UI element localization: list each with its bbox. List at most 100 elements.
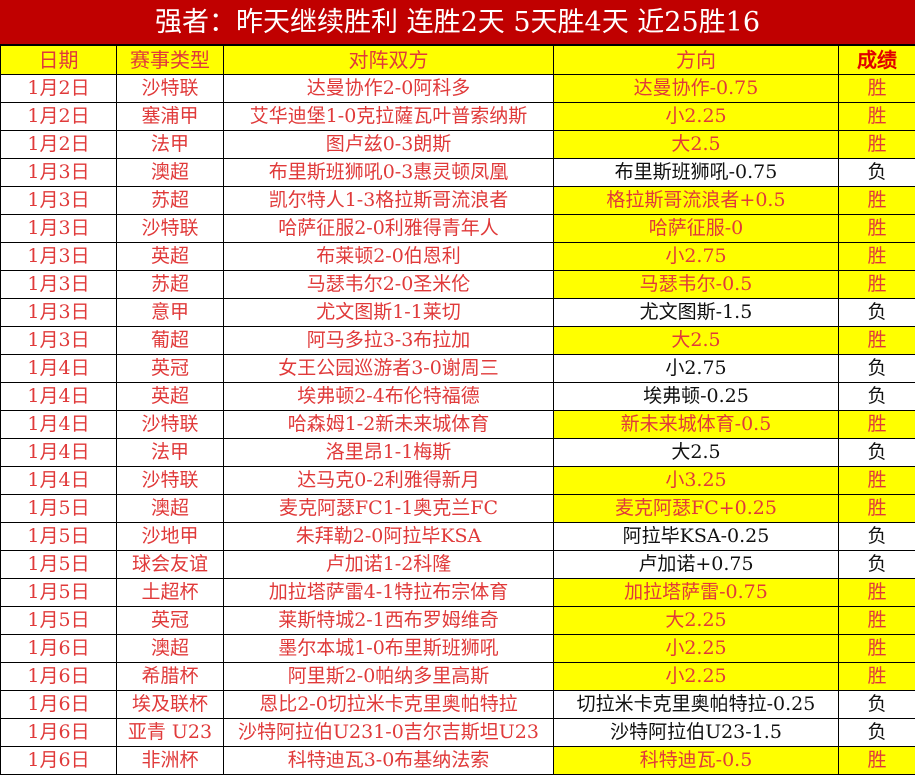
pick-cell: 达曼协作-0.75 xyxy=(553,74,839,103)
date-cell: 1月3日 xyxy=(0,186,117,215)
match-cell: 沙特阿拉伯U231-0吉尔吉斯坦U23 xyxy=(223,718,554,747)
table-row: 1月5日 澳超 麦克阿瑟FC1-1奥克兰FC 麦克阿瑟FC+0.25 胜 xyxy=(0,494,915,523)
match-cell: 哈萨征服2-0利雅得青年人 xyxy=(223,214,554,243)
match-cell: 墨尔本城1-0布里斯班狮吼 xyxy=(223,634,554,663)
league-cell: 葡超 xyxy=(116,326,224,355)
pick-cell: 科特迪瓦-0.5 xyxy=(553,746,839,775)
result-cell: 负 xyxy=(838,438,915,467)
table-row: 1月3日 苏超 马瑟韦尔2-0圣米伦 马瑟韦尔-0.5 胜 xyxy=(0,270,915,299)
result-cell: 负 xyxy=(838,718,915,747)
pick-cell: 沙特阿拉伯U23-1.5 xyxy=(553,718,839,747)
match-cell: 马瑟韦尔2-0圣米伦 xyxy=(223,270,554,299)
date-cell: 1月6日 xyxy=(0,662,117,691)
table-row: 1月5日 土超杯 加拉塔萨雷4-1特拉布宗体育 加拉塔萨雷-0.75 胜 xyxy=(0,578,915,607)
league-cell: 沙地甲 xyxy=(116,522,224,551)
league-cell: 英冠 xyxy=(116,606,224,635)
result-cell: 负 xyxy=(838,158,915,187)
match-cell: 埃弗顿2-4布伦特福德 xyxy=(223,382,554,411)
table-row: 1月4日 法甲 洛里昂1-1梅斯 大2.5 负 xyxy=(0,438,915,467)
pick-cell: 大2.5 xyxy=(553,438,839,467)
table-row: 1月3日 英超 布莱顿2-0伯恩利 小2.75 胜 xyxy=(0,242,915,271)
header-date: 日期 xyxy=(0,45,117,75)
table-row: 1月6日 埃及联杯 恩比2-0切拉米卡克里奥帕特拉 切拉米卡克里奥帕特拉-0.25 负 xyxy=(0,690,915,719)
match-cell: 麦克阿瑟FC1-1奥克兰FC xyxy=(223,494,554,523)
result-cell: 负 xyxy=(838,522,915,551)
pick-cell: 小2.75 xyxy=(553,242,839,271)
result-cell: 负 xyxy=(838,298,915,327)
header-row: 日期 赛事类型 对阵双方 方向 成绩 xyxy=(0,45,915,75)
date-cell: 1月5日 xyxy=(0,522,117,551)
match-cell: 加拉塔萨雷4-1特拉布宗体育 xyxy=(223,578,554,607)
pick-cell: 小2.75 xyxy=(553,354,839,383)
date-cell: 1月4日 xyxy=(0,438,117,467)
result-cell: 负 xyxy=(838,354,915,383)
league-cell: 苏超 xyxy=(116,186,224,215)
date-cell: 1月3日 xyxy=(0,326,117,355)
date-cell: 1月3日 xyxy=(0,242,117,271)
date-cell: 1月2日 xyxy=(0,130,117,159)
league-cell: 埃及联杯 xyxy=(116,690,224,719)
result-cell: 胜 xyxy=(838,214,915,243)
league-cell: 沙特联 xyxy=(116,410,224,439)
pick-cell: 加拉塔萨雷-0.75 xyxy=(553,578,839,607)
table-row: 1月2日 沙特联 达曼协作2-0阿科多 达曼协作-0.75 胜 xyxy=(0,74,915,103)
table-row: 1月3日 澳超 布里斯班狮吼0-3惠灵顿凤凰 布里斯班狮吼-0.75 负 xyxy=(0,158,915,187)
table-row: 1月6日 非洲杯 科特迪瓦3-0布基纳法索 科特迪瓦-0.5 胜 xyxy=(0,746,915,775)
match-cell: 卢加诺1-2科隆 xyxy=(223,550,554,579)
league-cell: 澳超 xyxy=(116,494,224,523)
pick-cell: 卢加诺+0.75 xyxy=(553,550,839,579)
result-cell: 胜 xyxy=(838,634,915,663)
pick-cell: 小3.25 xyxy=(553,466,839,495)
league-cell: 英冠 xyxy=(116,354,224,383)
match-cell: 尤文图斯1-1莱切 xyxy=(223,298,554,327)
table-row: 1月4日 英冠 女王公园巡游者3-0谢周三 小2.75 负 xyxy=(0,354,915,383)
league-cell: 澳超 xyxy=(116,158,224,187)
table-row: 1月2日 塞浦甲 艾华迪堡1-0克拉薩瓦叶普索纳斯 小2.25 胜 xyxy=(0,102,915,131)
results-table: 日期 赛事类型 对阵双方 方向 成绩 1月2日 沙特联 达曼协作2-0阿科多 达曼协作… xyxy=(0,45,915,775)
league-cell: 土超杯 xyxy=(116,578,224,607)
pick-cell: 小2.25 xyxy=(553,102,839,131)
date-cell: 1月4日 xyxy=(0,354,117,383)
table-row: 1月6日 亚青 U23 沙特阿拉伯U231-0吉尔吉斯坦U23 沙特阿拉伯U23-1.… xyxy=(0,718,915,747)
table-row: 1月4日 沙特联 达马克0-2利雅得新月 小3.25 胜 xyxy=(0,466,915,495)
league-cell: 英超 xyxy=(116,242,224,271)
match-cell: 女王公园巡游者3-0谢周三 xyxy=(223,354,554,383)
date-cell: 1月3日 xyxy=(0,270,117,299)
pick-cell: 大2.5 xyxy=(553,326,839,355)
pick-cell: 埃弗顿-0.25 xyxy=(553,382,839,411)
league-cell: 苏超 xyxy=(116,270,224,299)
date-cell: 1月3日 xyxy=(0,158,117,187)
date-cell: 1月5日 xyxy=(0,578,117,607)
match-cell: 阿里斯2-0帕纳多里高斯 xyxy=(223,662,554,691)
pick-cell: 大2.5 xyxy=(553,130,839,159)
table-row: 1月6日 希腊杯 阿里斯2-0帕纳多里高斯 小2.25 胜 xyxy=(0,662,915,691)
date-cell: 1月5日 xyxy=(0,550,117,579)
match-cell: 达曼协作2-0阿科多 xyxy=(223,74,554,103)
date-cell: 1月6日 xyxy=(0,718,117,747)
date-cell: 1月4日 xyxy=(0,410,117,439)
header-match: 对阵双方 xyxy=(223,45,554,75)
result-cell: 胜 xyxy=(838,242,915,271)
match-cell: 哈森姆1-2新未来城体育 xyxy=(223,410,554,439)
date-cell: 1月3日 xyxy=(0,298,117,327)
table-row: 1月4日 沙特联 哈森姆1-2新未来城体育 新未来城体育-0.5 胜 xyxy=(0,410,915,439)
match-cell: 科特迪瓦3-0布基纳法索 xyxy=(223,746,554,775)
league-cell: 塞浦甲 xyxy=(116,102,224,131)
result-cell: 胜 xyxy=(838,326,915,355)
league-cell: 意甲 xyxy=(116,298,224,327)
header-league: 赛事类型 xyxy=(116,45,224,75)
match-cell: 艾华迪堡1-0克拉薩瓦叶普索纳斯 xyxy=(223,102,554,131)
date-cell: 1月2日 xyxy=(0,74,117,103)
pick-cell: 麦克阿瑟FC+0.25 xyxy=(553,494,839,523)
sheet-title: 强者：昨天继续胜利 连胜2天 5天胜4天 近25胜16 xyxy=(0,0,915,45)
match-cell: 图卢兹0-3朗斯 xyxy=(223,130,554,159)
league-cell: 法甲 xyxy=(116,438,224,467)
league-cell: 沙特联 xyxy=(116,466,224,495)
result-cell: 胜 xyxy=(838,606,915,635)
league-cell: 澳超 xyxy=(116,634,224,663)
pick-cell: 尤文图斯-1.5 xyxy=(553,298,839,327)
date-cell: 1月6日 xyxy=(0,690,117,719)
date-cell: 1月4日 xyxy=(0,466,117,495)
date-cell: 1月6日 xyxy=(0,746,117,775)
league-cell: 沙特联 xyxy=(116,74,224,103)
